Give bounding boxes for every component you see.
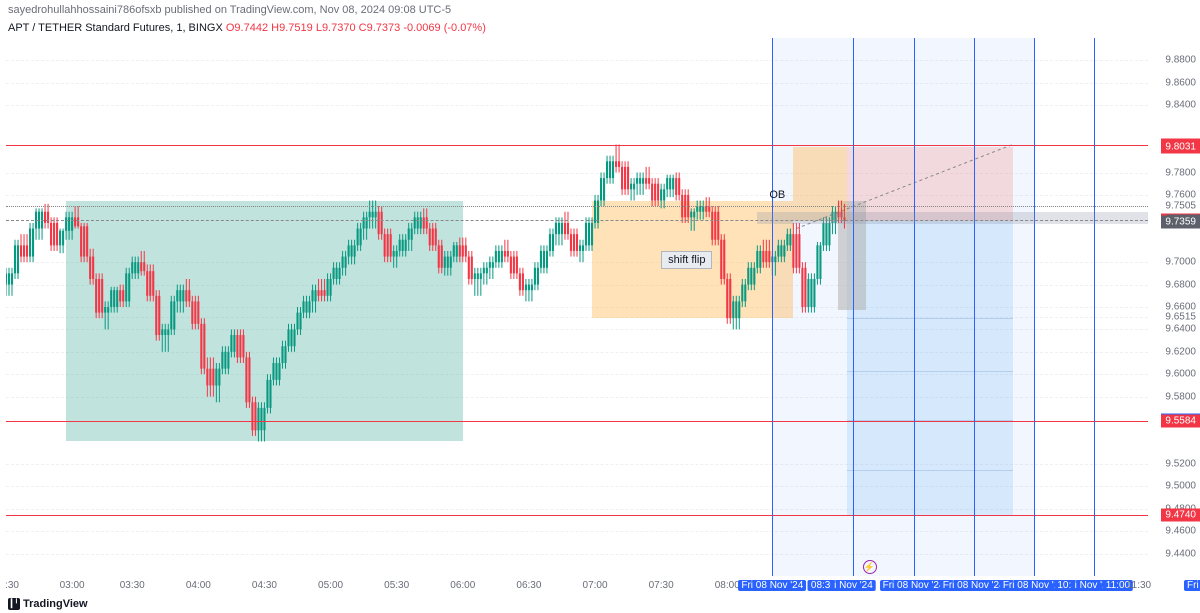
tradingview-brand: ┃╵TradingView [8, 598, 88, 610]
time-axis[interactable]: :30 03:00 03:30 04:00 04:30 05:00 05:30 06:00 06… [6, 576, 1148, 591]
y-tick: 9.6800 [1165, 279, 1196, 290]
y-tick: 9.5200 [1165, 458, 1196, 469]
y-tick: 9.7800 [1165, 167, 1196, 178]
x-tick: 07:30 [649, 580, 674, 591]
alert-icon[interactable]: ⚡ [863, 560, 877, 574]
x-tick: 06:00 [450, 580, 475, 591]
hline [6, 145, 1148, 146]
x-tick: Fri 08 Nov '24 [940, 580, 1008, 591]
x-tick: 04:30 [252, 580, 277, 591]
x-tick: 06:30 [516, 580, 541, 591]
session-vline [914, 38, 915, 576]
x-tick: 05:00 [318, 580, 343, 591]
price-tag: 9.4740 [1161, 509, 1200, 522]
y-tick: 9.7600 [1165, 189, 1196, 200]
y-tick: 9.8400 [1165, 100, 1196, 111]
y-tick: 9.5800 [1165, 391, 1196, 402]
y-tick: 9.7505 [1165, 200, 1196, 211]
symbol-ohlc: APT / TETHER Standard Futures, 1, BINGX … [8, 22, 486, 34]
x-tick-end: Fri 0 [1184, 580, 1200, 591]
x-tick: 08:00 [715, 580, 740, 591]
x-tick: :30 [5, 580, 19, 591]
price-tag: 9.5584 [1161, 414, 1200, 427]
hline [6, 206, 1148, 207]
price-tag: 9.8031 [1161, 140, 1200, 153]
label-ob: OB [769, 189, 785, 201]
x-tick: 03:00 [60, 580, 85, 591]
x-tick: Fri 08 Nov '24 [880, 580, 948, 591]
y-tick: 9.8600 [1165, 77, 1196, 88]
y-tick: 9.5000 [1165, 481, 1196, 492]
session-vline [1094, 38, 1095, 576]
ohlc-change: -0.0069 (-0.07%) [403, 22, 486, 34]
label-shift-flip: shift flip [661, 251, 712, 269]
session-vline [974, 38, 975, 576]
y-tick: 9.7000 [1165, 257, 1196, 268]
y-tick: 9.4600 [1165, 526, 1196, 537]
candles-svg [6, 38, 1148, 576]
price-tag: 9.7359 [1161, 215, 1200, 228]
y-tick: 9.8800 [1165, 55, 1196, 66]
y-tick: 9.6000 [1165, 369, 1196, 380]
session-vline [1034, 38, 1035, 576]
chart-candlestick[interactable]: shift flip OB ⚡ [6, 38, 1148, 576]
y-tick: 9.6200 [1165, 346, 1196, 357]
y-tick: 9.4400 [1165, 548, 1196, 559]
ohlc-close: C9.7373 [359, 22, 401, 34]
price-axis[interactable]: 9.88009.86009.84009.80499.78009.76009.75… [1148, 38, 1200, 576]
ohlc-high: H9.7519 [271, 22, 313, 34]
x-tick: 11:30 [1127, 580, 1151, 591]
session-vline [853, 38, 854, 576]
symbol-name: APT / TETHER Standard Futures, 1, BINGX [8, 22, 223, 34]
y-tick: 9.6515 [1165, 311, 1196, 322]
publish-info: sayedrohullahhossaini786ofsxb published … [8, 4, 451, 16]
x-tick: Fri 08 Nov '24 [738, 580, 806, 591]
ohlc-low: L9.7370 [316, 22, 356, 34]
x-tick: 05:30 [384, 580, 409, 591]
tradingview-logo-icon: ┃╵ [8, 598, 20, 610]
y-tick: 9.6400 [1165, 324, 1196, 335]
hline [6, 515, 1148, 516]
x-tick: 03:30 [120, 580, 145, 591]
ohlc-open: O9.7442 [226, 22, 268, 34]
session-vline [772, 38, 773, 576]
x-tick: 07:00 [583, 580, 608, 591]
x-tick: 04:00 [186, 580, 211, 591]
x-tick: i Nov '24 [831, 580, 876, 591]
